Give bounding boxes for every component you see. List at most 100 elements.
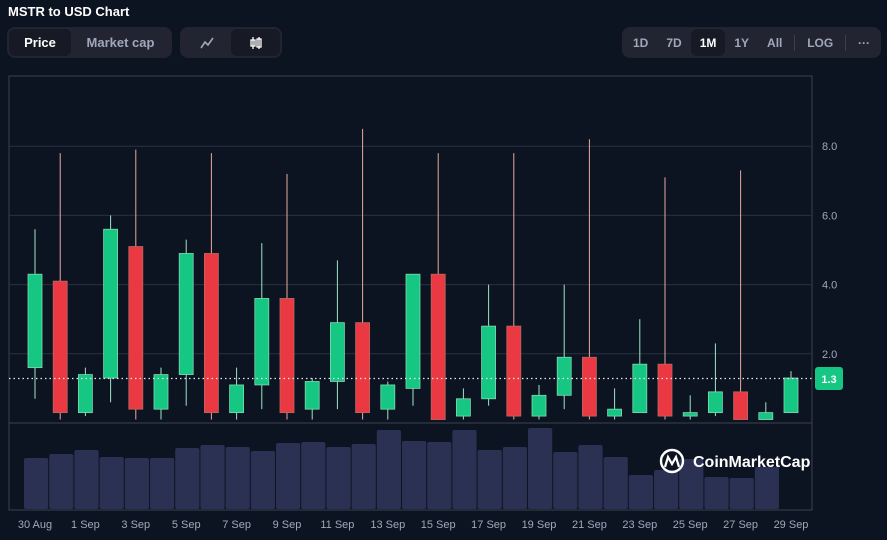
volume-bar [502,447,527,509]
candle [582,139,597,420]
volume-bar [74,450,99,509]
candle [531,384,547,420]
x-tick-label: 7 Sep [222,519,251,531]
volume-bar [301,442,326,509]
volume-bar [729,478,754,509]
x-tick-label: 30 Aug [18,519,52,531]
candle [329,260,345,410]
candle [254,243,270,410]
divider [794,34,796,51]
candle [27,229,43,399]
volume-bars [24,428,779,509]
volume-bar [99,457,124,509]
candle [632,319,648,414]
more-options-button[interactable]: ··· [857,35,870,50]
range-7d[interactable]: 7D [666,35,682,50]
candle [153,367,169,420]
volume-bar [49,454,74,509]
volume-bar [654,470,679,509]
x-tick-label: 25 Sep [673,519,708,531]
candle [279,173,295,420]
y-tick-label: 8.0 [822,141,837,153]
x-tick-label: 11 Sep [320,519,354,531]
candle [455,388,471,420]
volume-bar [679,459,704,509]
candle [355,128,371,420]
candle [682,395,698,420]
coinmarketcap-logo-icon [659,448,685,474]
log-scale-button[interactable]: LOG [807,35,834,50]
x-axis: 30 Aug 1 Sep 3 Sep 5 Sep 7 Sep 9 Sep 11 Sep 13 … [18,519,809,531]
candle [103,215,118,403]
volume-bar [250,451,275,509]
y-tick-label: 2.0 [822,349,837,361]
volume-bar [175,448,200,509]
y-tick-label: 4.0 [822,280,837,292]
volume-bar [124,458,149,509]
volume-bar [24,458,49,509]
x-tick-label: 19 Sep [522,519,557,531]
coinmarketcap-watermark: CoinMarketCap [659,448,811,474]
candle [52,153,68,420]
x-tick-label: 29 Sep [774,519,809,531]
x-tick-label: 9 Sep [273,519,302,531]
volume-bar [704,477,729,509]
candlestick-button[interactable] [231,29,280,56]
range-1m[interactable]: 1M [690,29,726,56]
candle [506,153,522,420]
tab-price[interactable]: Price [9,29,71,56]
chart-title: MSTR to USD Chart [8,4,130,19]
volume-bar [628,475,653,509]
range-all[interactable]: All [767,35,783,50]
candle [128,149,144,420]
tab-market-cap[interactable]: Market cap [86,35,155,50]
volume-bar [427,442,452,509]
candle [556,284,572,410]
x-tick-label: 13 Sep [370,519,405,531]
range-1d[interactable]: 1D [633,35,649,50]
candle [78,367,93,417]
current-price-label: 1.3 [821,374,836,386]
volume-bar [326,447,351,509]
range-toggle: 1D 7D 1M 1Y All LOG ··· [622,27,881,58]
candle [708,343,723,417]
x-tick-label: 17 Sep [471,519,506,531]
candlesticks [27,128,799,420]
x-tick-label: 15 Sep [421,519,456,531]
candle [783,371,799,414]
x-tick-label: 27 Sep [723,519,758,531]
volume-bar [200,445,225,509]
candle [430,153,446,420]
candlestick-icon [249,36,262,49]
volume-bar [477,450,502,509]
divider [845,34,846,51]
candle [405,273,421,406]
line-chart-icon [199,37,214,48]
metric-toggle: Price Market cap [7,27,172,58]
x-tick-label: 5 Sep [172,519,201,531]
candle [304,378,320,420]
volume-bar [754,467,779,509]
volume-bar [452,430,477,509]
y-tick-label: 6.0 [822,210,837,222]
candle [229,367,245,420]
volume-bar [376,430,401,509]
candle [203,153,219,420]
volume-bar [276,443,301,509]
candle [657,177,673,420]
x-tick-label: 23 Sep [622,519,657,531]
candle [758,402,774,420]
candle [481,284,497,406]
y-axis: 2.0 4.0 6.0 8.0 [822,141,837,361]
volume-bar [351,444,376,509]
volume-bar [402,441,427,509]
candle [380,381,396,420]
candle [733,170,748,420]
chart-type-toggle [180,27,282,58]
volume-bar [578,445,603,509]
line-chart-button[interactable] [182,29,231,56]
volume-bar [225,447,250,509]
volume-bar [553,452,578,509]
range-1y[interactable]: 1Y [734,35,750,50]
